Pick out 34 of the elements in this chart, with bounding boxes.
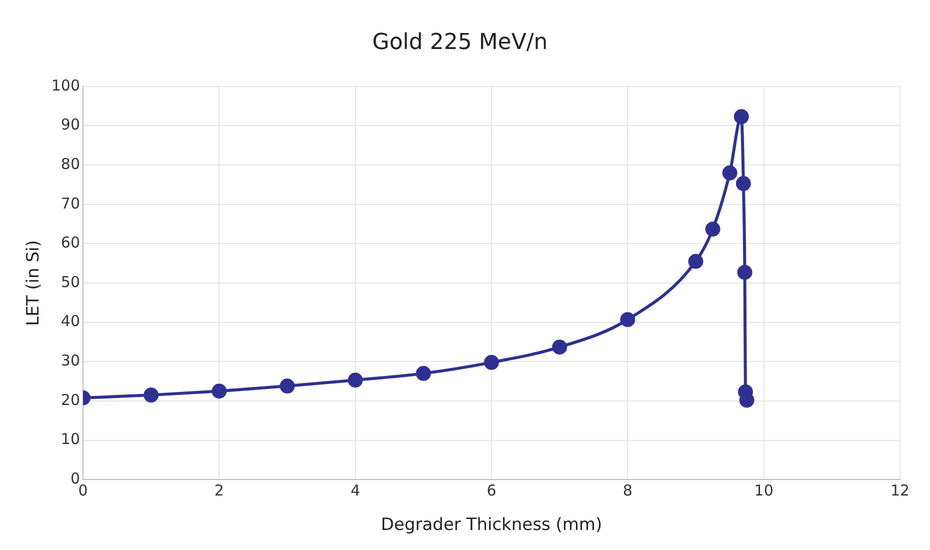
y-tick-label: 80 (60, 154, 80, 173)
y-tick-label: 60 (60, 234, 80, 252)
point (144, 388, 159, 403)
point (552, 340, 568, 355)
point (280, 378, 295, 394)
x-tick-label: 2 (214, 481, 224, 500)
point (212, 384, 227, 399)
y-tick-label: 90 (60, 116, 80, 134)
point (737, 264, 752, 280)
point (722, 165, 738, 180)
point (416, 366, 431, 381)
point (348, 372, 363, 388)
y-tick-label: 0 (70, 469, 80, 488)
x-tick-label: 12 (890, 481, 910, 500)
x-axis-title: Degrader Thickness (mm) (380, 515, 602, 536)
y-tick-label: 40 (60, 312, 80, 330)
y-tick-label: 30 (60, 352, 80, 370)
point (736, 176, 751, 192)
point (705, 222, 720, 237)
x-tick-label: 8 (622, 481, 632, 500)
y-axis-title: LET (in Si) (24, 240, 44, 326)
y-tick-label: 50 (60, 272, 80, 291)
point (688, 254, 704, 269)
y-tick-label: 10 (60, 430, 80, 448)
x-tick-label: 4 (350, 481, 360, 500)
y-tick-label: 100 (51, 76, 80, 94)
y-tick-label: 20 (60, 390, 80, 409)
x-tick-label: 10 (754, 481, 774, 500)
chart-title: Gold 225 MeV/n (372, 30, 548, 55)
x-tick-label: 6 (486, 481, 496, 500)
point (620, 312, 636, 328)
point (734, 109, 749, 124)
y-tick-label: 70 (60, 194, 80, 212)
point (484, 354, 500, 370)
